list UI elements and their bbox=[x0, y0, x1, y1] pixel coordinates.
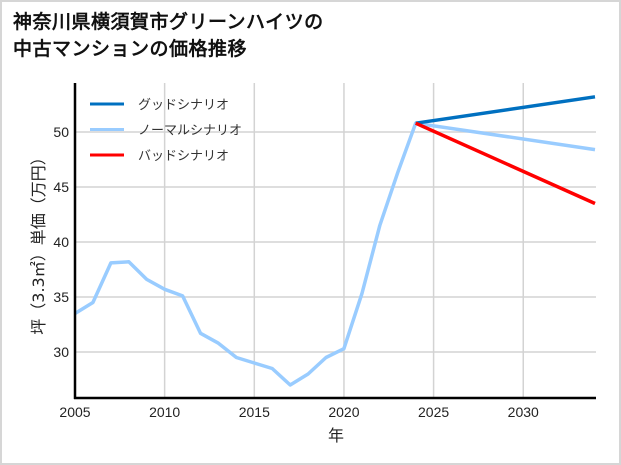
x-tick-label: 2030 bbox=[508, 404, 539, 420]
y-tick-label: 30 bbox=[53, 344, 69, 360]
y-tick-label: 40 bbox=[53, 234, 69, 250]
x-tick-label: 2025 bbox=[418, 404, 449, 420]
data-series bbox=[74, 95, 596, 387]
y-axis-label: 坪（3.3㎡）単価（万円） bbox=[29, 149, 48, 334]
series-line bbox=[414, 121, 596, 206]
legend-label: グッドシナリオ bbox=[138, 98, 229, 113]
series-line bbox=[74, 121, 596, 387]
x-tick-label: 2020 bbox=[328, 404, 359, 420]
legend-label: ノーマルシナリオ bbox=[138, 124, 242, 139]
title-line-2: 中古マンションの価格推移 bbox=[13, 38, 248, 60]
y-tick-label: 35 bbox=[53, 289, 69, 305]
tick-labels: 2005 2010 2015 2020 2025 2030 30 35 40 45 50 bbox=[53, 124, 539, 420]
grid-lines bbox=[74, 83, 596, 398]
x-tick-label: 2005 bbox=[59, 404, 90, 420]
x-tick-label: 2010 bbox=[149, 404, 180, 420]
chart-title: 神奈川県横須賀市グリーンハイツの 中古マンションの価格推移 bbox=[13, 9, 324, 63]
title-line-1: 神奈川県横須賀市グリーンハイツの bbox=[13, 11, 324, 33]
legend-label: バッドシナリオ bbox=[138, 149, 229, 164]
x-tick-label: 2015 bbox=[239, 404, 270, 420]
x-axis-label: 年 bbox=[328, 426, 344, 445]
y-tick-label: 45 bbox=[53, 179, 69, 195]
y-tick-label: 50 bbox=[53, 124, 69, 140]
series-line bbox=[415, 95, 596, 125]
axes bbox=[73, 83, 596, 400]
